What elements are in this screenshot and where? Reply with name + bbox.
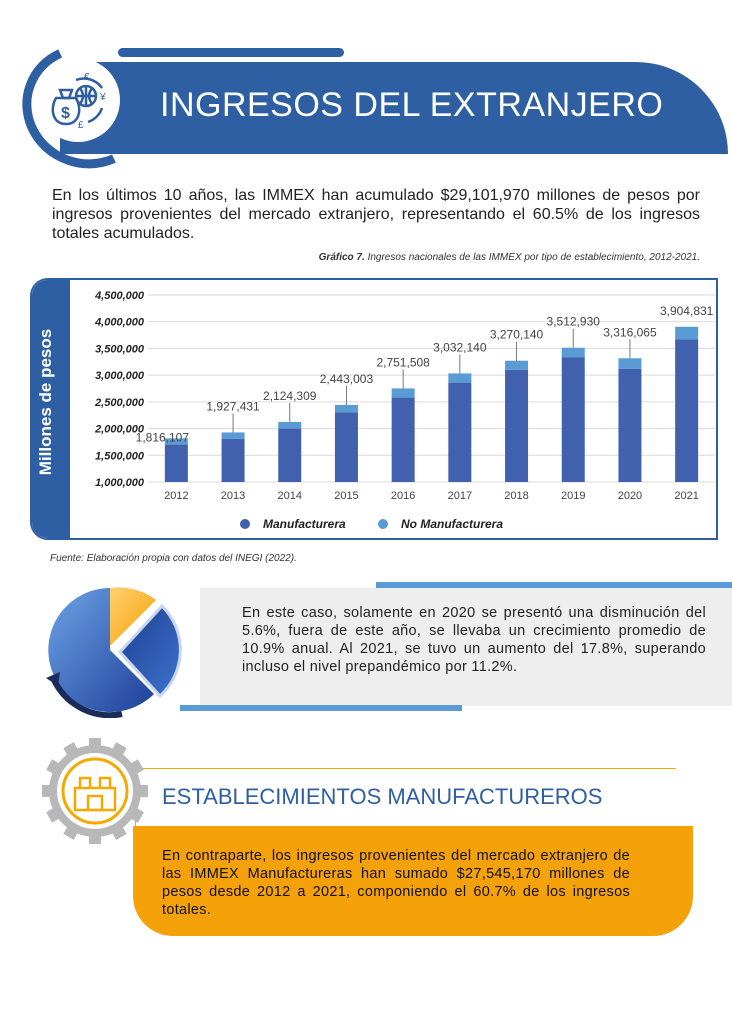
- page-title: INGRESOS DEL EXTRANJERO: [160, 86, 664, 124]
- data-label: 2,124,309: [263, 389, 317, 403]
- y-tick-label: 2,000,000: [94, 424, 145, 436]
- x-tick-label: 2018: [504, 490, 528, 502]
- legend-marker: [378, 519, 388, 529]
- y-tick-label: 1,500,000: [95, 450, 145, 462]
- section-paragraph: En contraparte, los ingresos proveniente…: [162, 848, 630, 918]
- bar-no-manufacturera: [334, 404, 358, 413]
- bar-no-manufacturera: [391, 388, 415, 398]
- x-tick-label: 2015: [334, 490, 358, 502]
- data-label: 1,927,431: [206, 399, 260, 413]
- money-globe-icon: $ € ¥ £: [36, 58, 120, 142]
- bar-manufacturera: [618, 368, 642, 482]
- x-tick-label: 2013: [221, 490, 245, 502]
- x-tick-label: 2019: [561, 490, 585, 502]
- bar-no-manufacturera: [561, 347, 585, 358]
- bar-no-manufacturera: [618, 358, 642, 369]
- y-tick-label: 4,000,000: [94, 317, 145, 329]
- analysis-paragraph: En este caso, solamente en 2020 se prese…: [242, 605, 706, 675]
- data-label: 3,032,140: [433, 340, 487, 354]
- y-tick-label: 3,000,000: [95, 370, 145, 382]
- bar-manufacturera: [334, 412, 358, 482]
- caption-label: Gráfico 7.: [318, 252, 365, 263]
- factory-icon: [73, 776, 117, 812]
- bar-manufacturera: [278, 428, 302, 482]
- x-tick-label: 2017: [448, 490, 472, 502]
- bar-no-manufacturera: [505, 360, 529, 370]
- bar-no-manufacturera: [221, 432, 245, 439]
- bar-manufacturera: [505, 369, 529, 482]
- bar-chart: 4,500,000 4,000,000 3,500,000 3,000,000 2,50…: [94, 290, 715, 531]
- x-tick-label: 2016: [391, 490, 415, 502]
- data-label: 3,904,831: [660, 304, 714, 318]
- y-axis-label-band: [32, 280, 70, 538]
- header-accent-bar: [118, 48, 344, 57]
- x-tick-label: 2020: [618, 490, 642, 502]
- data-label: 2,751,508: [376, 355, 430, 369]
- bar-manufacturera: [164, 444, 188, 482]
- legend-marker: [240, 519, 250, 529]
- bar-no-manufacturera: [675, 326, 699, 340]
- bar-manufacturera: [221, 438, 245, 482]
- y-tick-label: 4,500,000: [94, 290, 145, 302]
- bar-manufacturera: [391, 397, 415, 482]
- bar-no-manufacturera: [164, 438, 188, 445]
- y-tick-label: 1,000,000: [95, 477, 145, 489]
- data-label: 3,512,930: [547, 315, 601, 329]
- section-text-panel: [133, 826, 693, 936]
- intro-paragraph: En los últimos 10 años, las IMMEX han ac…: [52, 187, 700, 242]
- chart-caption: Gráfico 7. Ingresos nacionales de las IM…: [60, 252, 700, 263]
- accent-bar: [376, 582, 732, 588]
- data-label: 3,270,140: [490, 328, 544, 342]
- x-tick-label: 2021: [674, 490, 698, 502]
- x-tick-label: 2014: [278, 490, 302, 502]
- y-tick-label: 2,500,000: [94, 397, 145, 409]
- bar-no-manufacturera: [448, 373, 472, 383]
- section-title: ESTABLECIMIENTOS MANUFACTUREROS: [162, 784, 603, 809]
- bar-manufacturera: [448, 382, 472, 482]
- svg-text:$: $: [61, 105, 70, 122]
- gear-icon: [40, 736, 150, 846]
- text-panel: [200, 588, 732, 706]
- legend-label: Manufacturera: [263, 517, 346, 531]
- legend-label: No Manufacturera: [401, 517, 503, 531]
- y-tick-label: 3,500,000: [95, 343, 145, 355]
- bar-manufacturera: [561, 357, 585, 482]
- data-label: 1,816,107: [136, 430, 190, 444]
- svg-text:£: £: [78, 120, 84, 131]
- pie-chart-icon: [46, 587, 182, 718]
- svg-text:€: €: [84, 72, 90, 83]
- accent-bar: [180, 705, 462, 711]
- source-note: Fuente: Elaboración propia con datos del…: [50, 553, 297, 564]
- header-banner: [60, 62, 728, 154]
- data-label: 2,443,003: [320, 372, 374, 386]
- section-header-frame: [135, 768, 698, 828]
- svg-text:¥: ¥: [99, 92, 106, 103]
- bar-manufacturera: [675, 339, 699, 482]
- bar-no-manufacturera: [278, 421, 302, 429]
- data-label: 3,316,065: [603, 325, 657, 339]
- caption-text: Ingresos nacionales de las IMMEX por tip…: [364, 252, 700, 263]
- x-tick-label: 2012: [164, 490, 188, 502]
